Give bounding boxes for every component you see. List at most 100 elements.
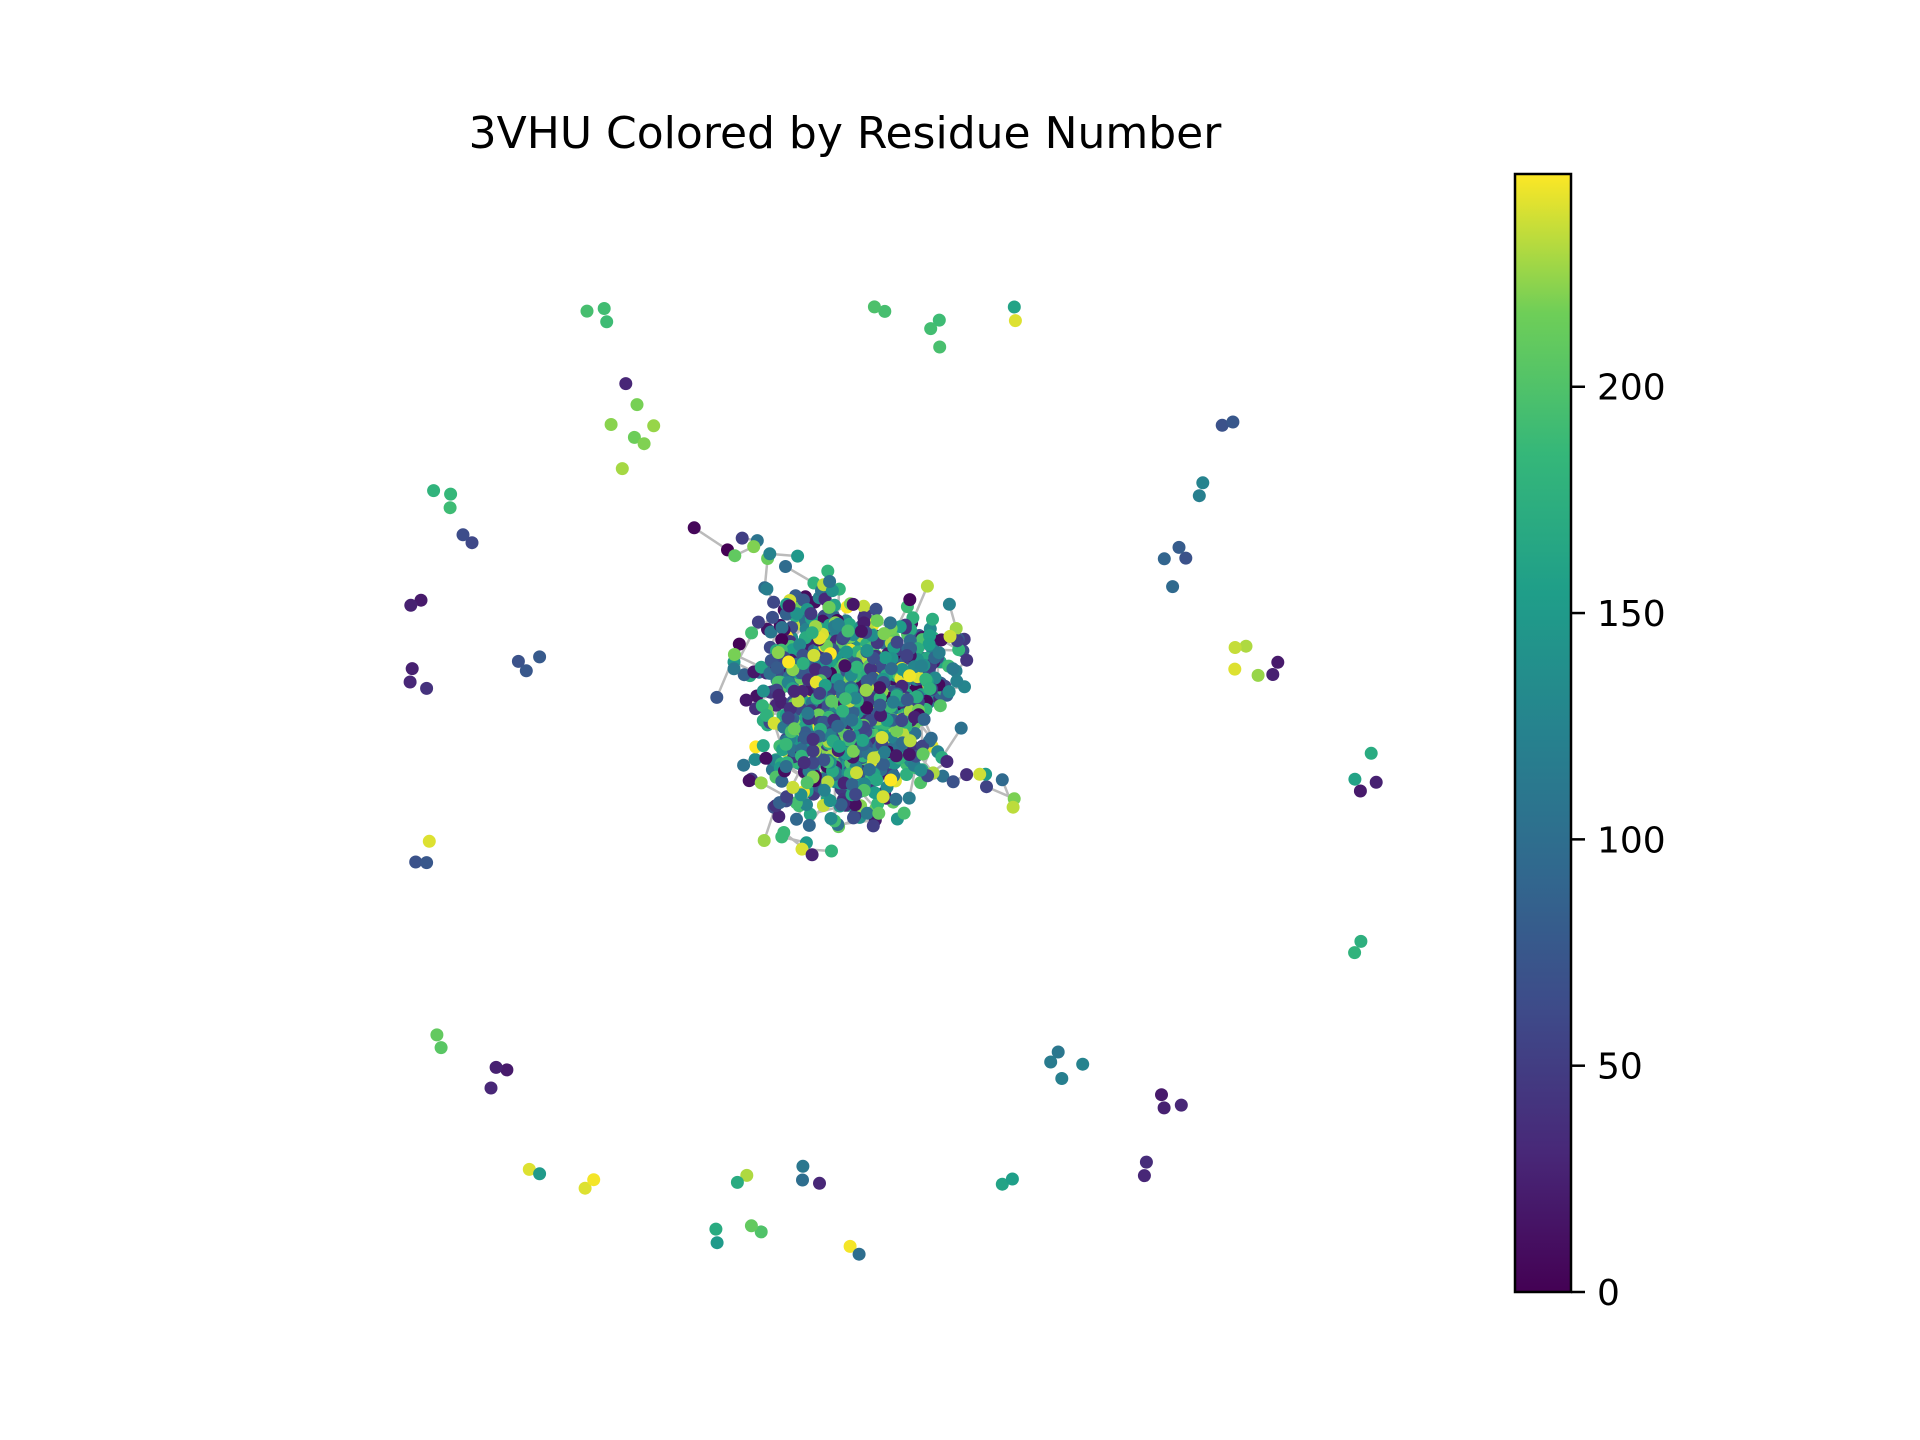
graph-node	[831, 617, 845, 631]
graph-node	[845, 713, 859, 727]
graph-node	[806, 732, 820, 746]
graph-node	[456, 528, 470, 542]
graph-node	[823, 575, 837, 588]
graph-node	[832, 739, 846, 753]
graph-node	[843, 1239, 857, 1253]
graph-node	[846, 597, 860, 611]
graph-node	[973, 767, 987, 781]
graph-node	[710, 690, 724, 704]
graph-node	[434, 1041, 448, 1055]
graph-node	[1172, 540, 1186, 554]
graph-node	[809, 662, 822, 676]
graph-node	[759, 751, 773, 765]
graph-node	[915, 659, 928, 673]
graph-node	[950, 674, 964, 688]
graph-node	[727, 662, 741, 676]
graph-node	[883, 616, 897, 630]
graph-node	[822, 600, 836, 614]
graph-node	[876, 757, 890, 771]
graph-node	[781, 711, 795, 725]
graph-node	[732, 637, 746, 651]
graph-node	[860, 701, 874, 715]
graph-node	[745, 626, 759, 640]
graph-node	[870, 614, 884, 628]
graph-node	[895, 714, 909, 728]
graph-node	[914, 763, 928, 777]
graph-node	[859, 683, 873, 697]
graph-node	[946, 775, 960, 789]
graph-node	[917, 712, 931, 726]
graph-node	[995, 773, 1009, 787]
graph-node	[409, 855, 423, 869]
graph-node	[1076, 1057, 1090, 1071]
graph-node	[782, 599, 796, 613]
graph-node	[825, 844, 838, 858]
graph-node	[787, 684, 801, 698]
graph-node	[756, 739, 770, 753]
graph-node	[846, 744, 860, 758]
graph-node	[1157, 1101, 1171, 1115]
graph-node	[845, 778, 859, 791]
graph-node	[489, 1060, 503, 1074]
graph-node	[615, 462, 629, 476]
graph-node	[884, 662, 898, 676]
graph-node	[834, 798, 848, 812]
graph-node	[890, 724, 904, 738]
graph-node	[796, 657, 810, 670]
graph-node	[760, 582, 774, 596]
graph-node	[924, 322, 938, 336]
graph-node	[903, 669, 917, 683]
graph-node	[838, 692, 852, 706]
graph-node	[775, 774, 789, 788]
graph-node	[903, 593, 917, 607]
graph-node	[856, 733, 870, 747]
graph-node	[878, 651, 892, 665]
graph-node	[790, 812, 803, 826]
graph-node	[897, 806, 911, 820]
graph-node	[779, 560, 792, 573]
graph-node	[755, 699, 769, 713]
graph-node	[960, 768, 974, 782]
graph-node	[924, 731, 938, 745]
graph-node	[840, 645, 854, 659]
graph-node	[1353, 784, 1367, 798]
graph-node	[742, 774, 756, 788]
graph-node	[747, 540, 761, 554]
nodes-layer	[403, 300, 1383, 1261]
graph-node	[813, 686, 827, 700]
graph-node	[848, 798, 862, 812]
graph-node	[465, 536, 479, 550]
graph-node	[735, 531, 749, 545]
graph-node	[1055, 1072, 1069, 1085]
graph-node	[874, 709, 888, 722]
graph-node	[1174, 1098, 1188, 1112]
graph-node	[946, 662, 960, 676]
graph-node	[940, 755, 954, 768]
graph-node	[687, 521, 701, 535]
graph-node	[867, 300, 881, 314]
graph-node	[1354, 934, 1368, 948]
graph-node	[619, 377, 633, 391]
graph-node	[737, 758, 751, 772]
graph-node	[764, 625, 778, 639]
graph-node	[852, 1247, 866, 1261]
graph-node	[796, 1159, 810, 1173]
graph-node	[782, 655, 796, 669]
graph-node	[1006, 800, 1020, 814]
graph-node	[867, 751, 881, 765]
graph-node	[819, 652, 833, 666]
graph-node	[1155, 1088, 1168, 1102]
graph-node	[916, 747, 930, 761]
graph-node	[767, 595, 781, 609]
graph-node	[1215, 418, 1229, 432]
graph-node	[597, 302, 611, 315]
graph-node	[869, 602, 883, 616]
graph-node	[877, 627, 891, 641]
graph-node	[578, 1181, 592, 1195]
graph-node	[932, 313, 946, 327]
graph-node	[1192, 489, 1206, 503]
graph-node	[500, 1063, 514, 1077]
graph-node	[403, 675, 417, 689]
